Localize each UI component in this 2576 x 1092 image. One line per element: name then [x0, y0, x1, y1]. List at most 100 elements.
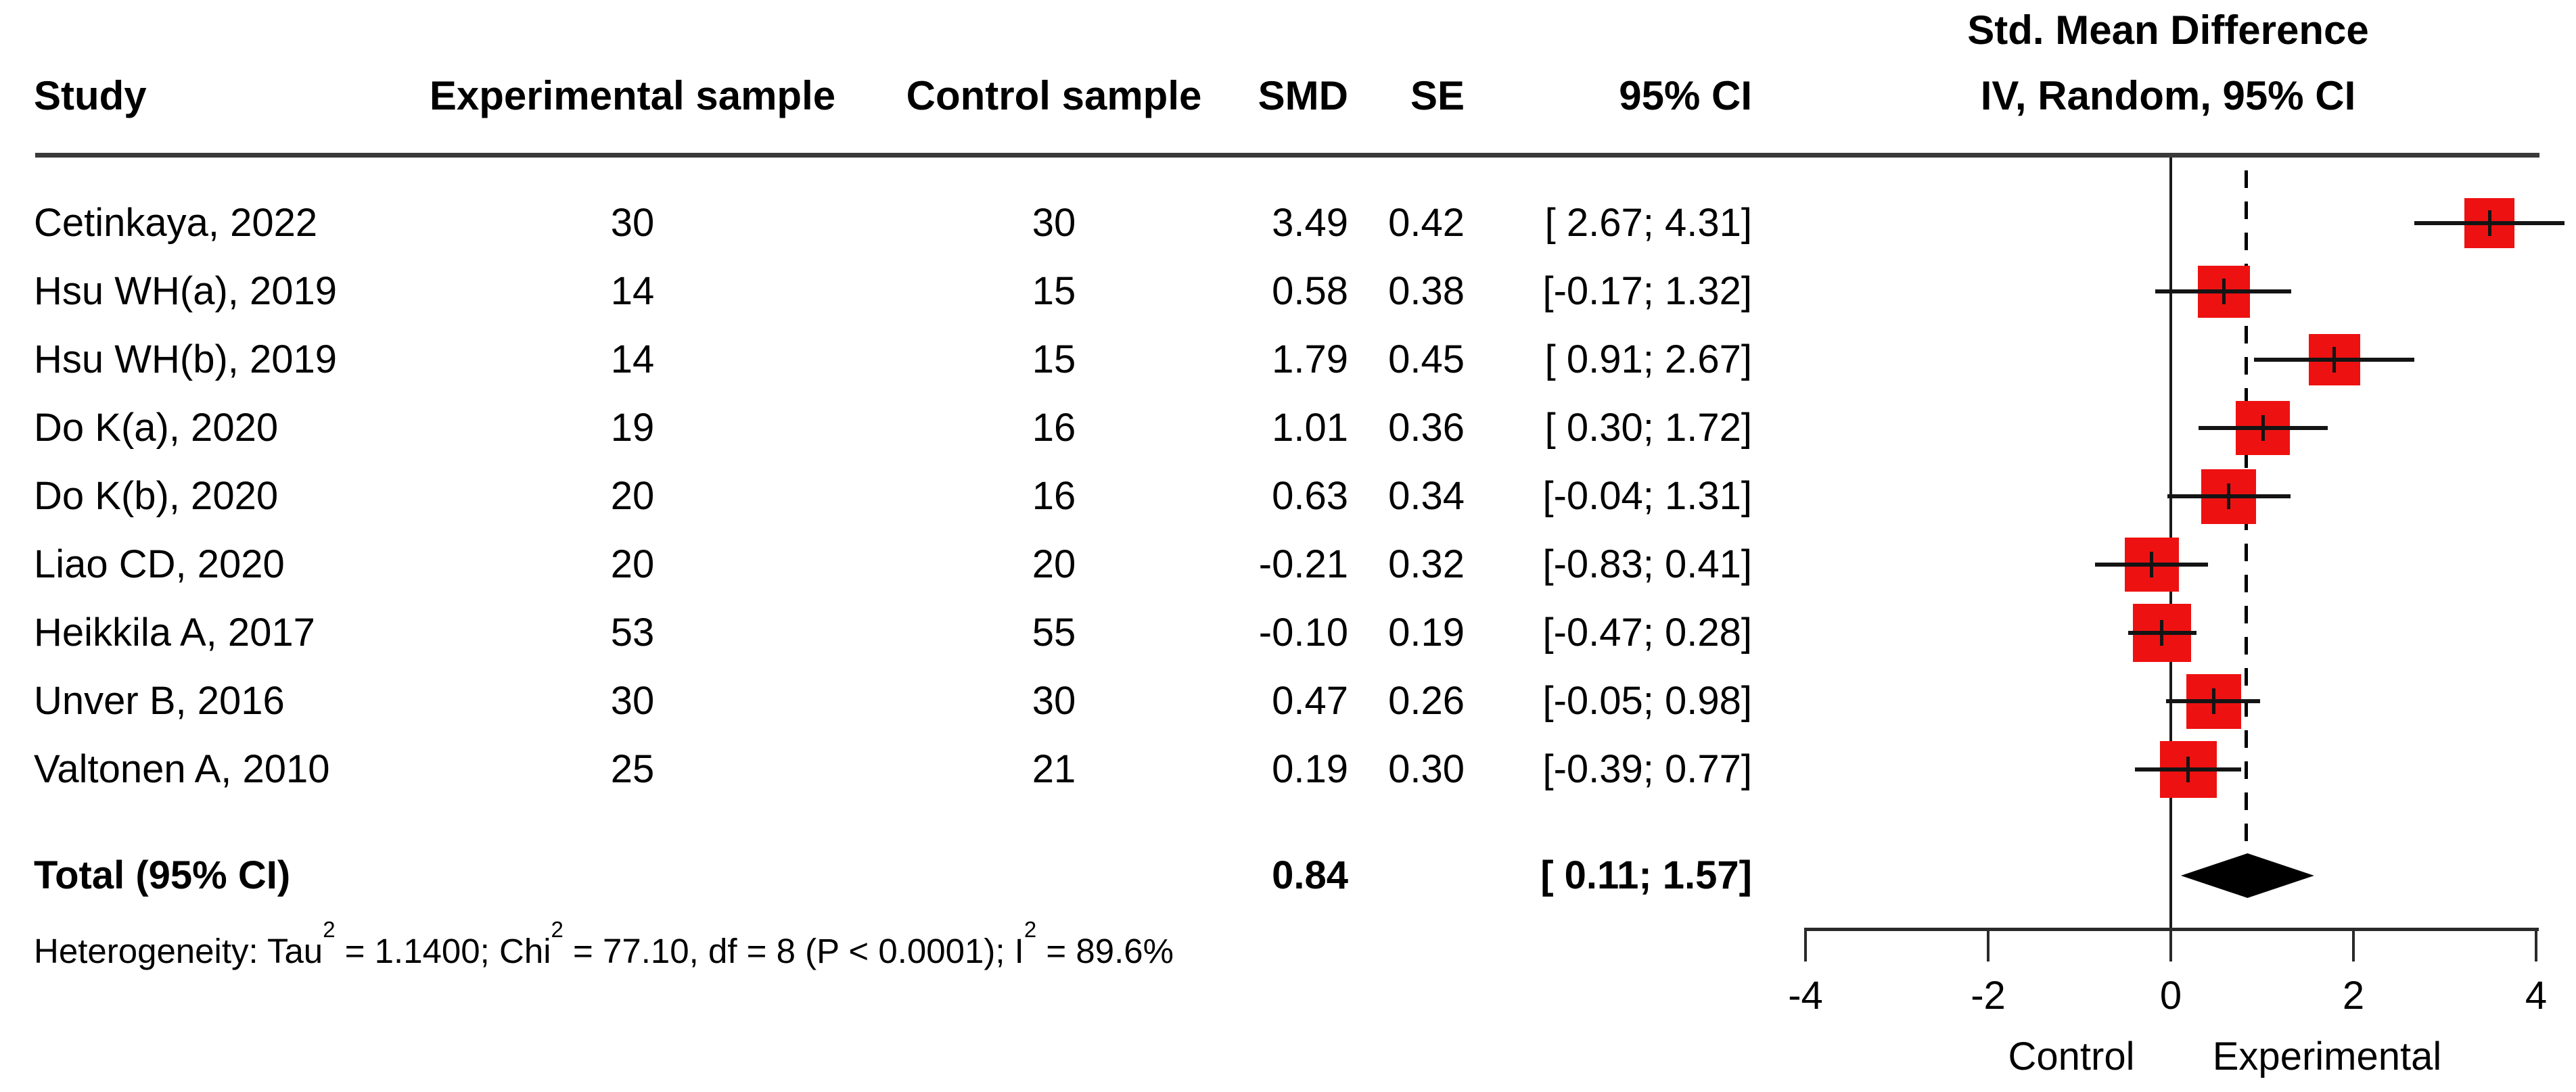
- study-label: Valtonen A, 2010: [34, 747, 330, 791]
- axis-tick: [2352, 928, 2355, 962]
- axis-tick-label: 2: [2342, 974, 2365, 1018]
- smd-cross: [2150, 552, 2154, 577]
- study-label: Do K(a), 2020: [34, 406, 279, 450]
- total-label: Total (95% CI): [34, 853, 291, 897]
- ci-value: [-0.83; 0.41]: [1542, 542, 1752, 586]
- study-label: Heikkila A, 2017: [34, 611, 315, 655]
- smd-value: -0.10: [1258, 611, 1348, 655]
- heterogeneity-text: = 77.10, df = 8 (P < 0.0001); I: [563, 932, 1024, 970]
- control-n: 15: [1032, 337, 1076, 381]
- ci-value: [ 0.30; 1.72]: [1544, 406, 1752, 450]
- experimental-n: 25: [610, 747, 655, 791]
- heterogeneity-text: = 89.6%: [1036, 932, 1174, 970]
- x-axis-line: [1804, 928, 2539, 931]
- study-row: Unver B, 2016 30 30 0.47 0.26 [-0.05; 0.…: [0, 673, 2576, 730]
- se-value: 0.38: [1388, 269, 1465, 313]
- column-header-ci: 95% CI: [1619, 73, 1752, 118]
- se-value: 0.36: [1388, 406, 1465, 450]
- study-label: Unver B, 2016: [34, 679, 285, 723]
- experimental-n: 53: [610, 611, 655, 655]
- experimental-n: 14: [610, 337, 655, 381]
- axis-direction-label-experimental: Experimental: [2212, 1035, 2442, 1078]
- experimental-n: 20: [610, 474, 655, 518]
- axis-tick: [2535, 928, 2537, 962]
- ci-value: [-0.17; 1.32]: [1542, 269, 1752, 313]
- smd-value: 0.58: [1272, 269, 1348, 313]
- column-header-study: Study: [34, 73, 147, 118]
- smd-cross: [2332, 347, 2337, 373]
- column-header-effect-line1: Std. Mean Difference: [1967, 7, 2369, 53]
- column-header-effect-line2: IV, Random, 95% CI: [1980, 73, 2356, 118]
- study-row: Do K(b), 2020 20 16 0.63 0.34 [-0.04; 1.…: [0, 468, 2576, 525]
- heterogeneity-text: Heterogeneity: Tau: [34, 932, 323, 970]
- ci-value: [-0.04; 1.31]: [1542, 474, 1752, 518]
- superscript-2: 2: [551, 916, 564, 942]
- experimental-n: 14: [610, 269, 655, 313]
- ci-value: [-0.05; 0.98]: [1542, 679, 1752, 723]
- study-row: Heikkila A, 2017 53 55 -0.10 0.19 [-0.47…: [0, 604, 2576, 661]
- axis-tick-label: -2: [1971, 974, 2006, 1018]
- superscript-2: 2: [323, 916, 336, 942]
- smd-value: 0.63: [1272, 474, 1348, 518]
- se-value: 0.45: [1388, 337, 1465, 381]
- study-label: Hsu WH(b), 2019: [34, 337, 338, 381]
- axis-direction-label-control: Control: [2008, 1035, 2135, 1078]
- control-n: 15: [1032, 269, 1076, 313]
- heterogeneity-text: = 1.1400; Chi: [335, 932, 551, 970]
- axis-tick-label: -4: [1788, 974, 1823, 1018]
- control-n: 30: [1032, 679, 1076, 723]
- se-value: 0.30: [1388, 747, 1465, 791]
- smd-cross: [2222, 279, 2226, 304]
- study-label: Cetinkaya, 2022: [34, 201, 318, 245]
- ci-value: [-0.39; 0.77]: [1542, 747, 1752, 791]
- ci-value: [ 2.67; 4.31]: [1544, 201, 1752, 245]
- experimental-n: 20: [610, 542, 655, 586]
- control-n: 21: [1032, 747, 1076, 791]
- study-label: Liao CD, 2020: [34, 542, 285, 586]
- smd-cross: [2186, 757, 2190, 782]
- axis-tick: [2169, 928, 2172, 962]
- smd-value: 3.49: [1272, 201, 1348, 245]
- study-row: Valtonen A, 2010 25 21 0.19 0.30 [-0.39;…: [0, 741, 2576, 798]
- axis-tick-label: 0: [2159, 974, 2182, 1018]
- total-smd: 0.84: [1272, 853, 1348, 897]
- control-n: 20: [1032, 542, 1076, 586]
- se-value: 0.26: [1388, 679, 1465, 723]
- column-header-se: SE: [1410, 73, 1465, 118]
- heterogeneity-stats: Heterogeneity: Tau2 = 1.1400; Chi2 = 77.…: [34, 916, 1174, 978]
- experimental-n: 30: [610, 201, 655, 245]
- superscript-2: 2: [1024, 916, 1037, 942]
- se-value: 0.19: [1388, 611, 1465, 655]
- column-header-control-sample: Control sample: [906, 73, 1202, 118]
- smd-value: 0.47: [1272, 679, 1348, 723]
- se-value: 0.34: [1388, 474, 1465, 518]
- ci-value: [ 0.91; 2.67]: [1544, 337, 1752, 381]
- smd-value: 0.19: [1272, 747, 1348, 791]
- smd-cross: [2160, 620, 2163, 646]
- total-ci: [ 0.11; 1.57]: [1540, 853, 1752, 897]
- se-value: 0.32: [1388, 542, 1465, 586]
- study-row: Liao CD, 2020 20 20 -0.21 0.32 [-0.83; 0…: [0, 536, 2576, 593]
- axis-tick-label: 4: [2525, 974, 2548, 1018]
- axis-tick: [1804, 928, 1807, 962]
- column-header-experimental-sample: Experimental sample: [429, 73, 836, 118]
- study-label: Hsu WH(a), 2019: [34, 269, 338, 313]
- smd-cross: [2211, 688, 2215, 714]
- study-row: Hsu WH(a), 2019 14 15 0.58 0.38 [-0.17; …: [0, 263, 2576, 320]
- smd-value: 1.79: [1272, 337, 1348, 381]
- smd-cross: [2261, 415, 2265, 441]
- smd-cross: [2487, 210, 2491, 236]
- axis-tick: [1987, 928, 1990, 962]
- study-row: Cetinkaya, 2022 30 30 3.49 0.42 [ 2.67; …: [0, 195, 2576, 252]
- smd-value: 1.01: [1272, 406, 1348, 450]
- control-n: 16: [1032, 474, 1076, 518]
- study-row: Do K(a), 2020 19 16 1.01 0.36 [ 0.30; 1.…: [0, 400, 2576, 456]
- study-label: Do K(b), 2020: [34, 474, 279, 518]
- experimental-n: 19: [610, 406, 655, 450]
- study-row: Hsu WH(b), 2019 14 15 1.79 0.45 [ 0.91; …: [0, 331, 2576, 388]
- smd-value: -0.21: [1258, 542, 1348, 586]
- header-divider-line: [35, 153, 2539, 158]
- ci-value: [-0.47; 0.28]: [1542, 611, 1752, 655]
- control-n: 30: [1032, 201, 1076, 245]
